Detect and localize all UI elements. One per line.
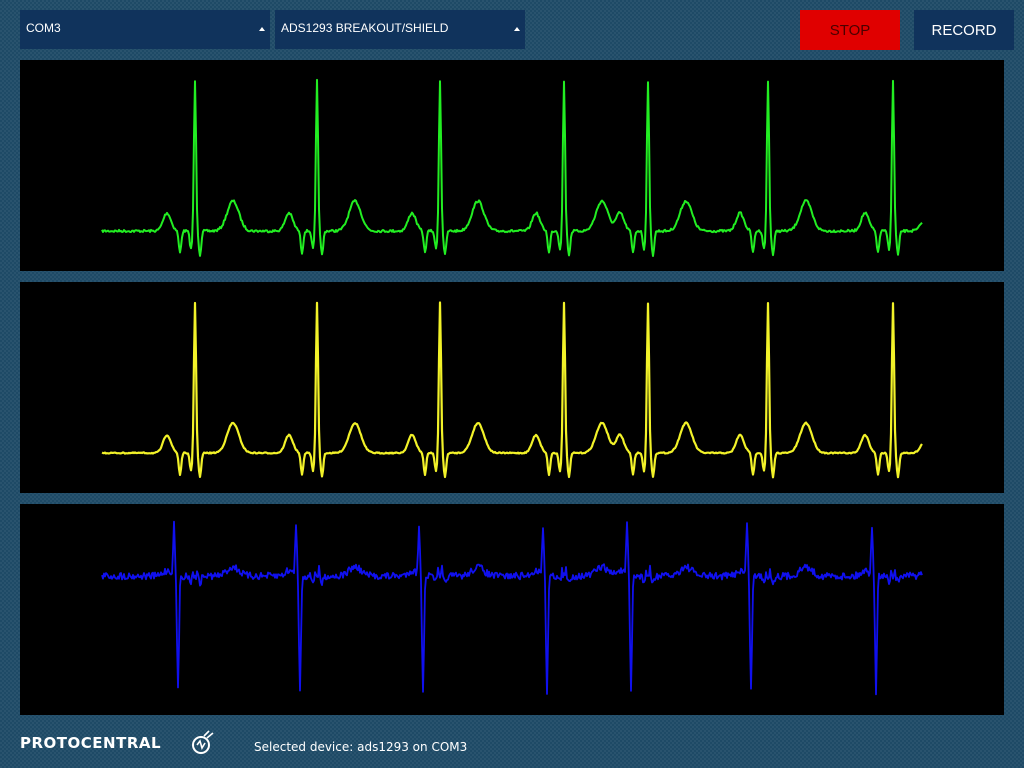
ecg-trace-channel-3	[101, 520, 923, 696]
logo-text: PROTOCENTRAL	[20, 734, 162, 752]
port-select-value: COM3	[26, 21, 61, 35]
protocentral-logo-icon	[192, 730, 214, 754]
port-select[interactable]: COM3	[20, 10, 270, 49]
ecg-trace-channel-1	[101, 78, 923, 257]
ecg-plot-channel-3	[20, 504, 1004, 715]
ecg-trace-channel-2	[101, 301, 923, 479]
ecg-plot-channel-1	[20, 60, 1004, 271]
dropdown-arrow-icon	[514, 27, 520, 31]
protocentral-logo: PROTOCENTRAL	[20, 728, 220, 758]
stop-button[interactable]: STOP	[800, 10, 900, 50]
board-select[interactable]: ADS1293 BREAKOUT/SHIELD	[275, 10, 525, 49]
record-button[interactable]: RECORD	[914, 10, 1014, 50]
dropdown-arrow-icon	[259, 27, 265, 31]
ecg-plot-channel-2	[20, 282, 1004, 493]
board-select-value: ADS1293 BREAKOUT/SHIELD	[281, 21, 449, 35]
status-text: Selected device: ads1293 on COM3	[254, 740, 468, 754]
